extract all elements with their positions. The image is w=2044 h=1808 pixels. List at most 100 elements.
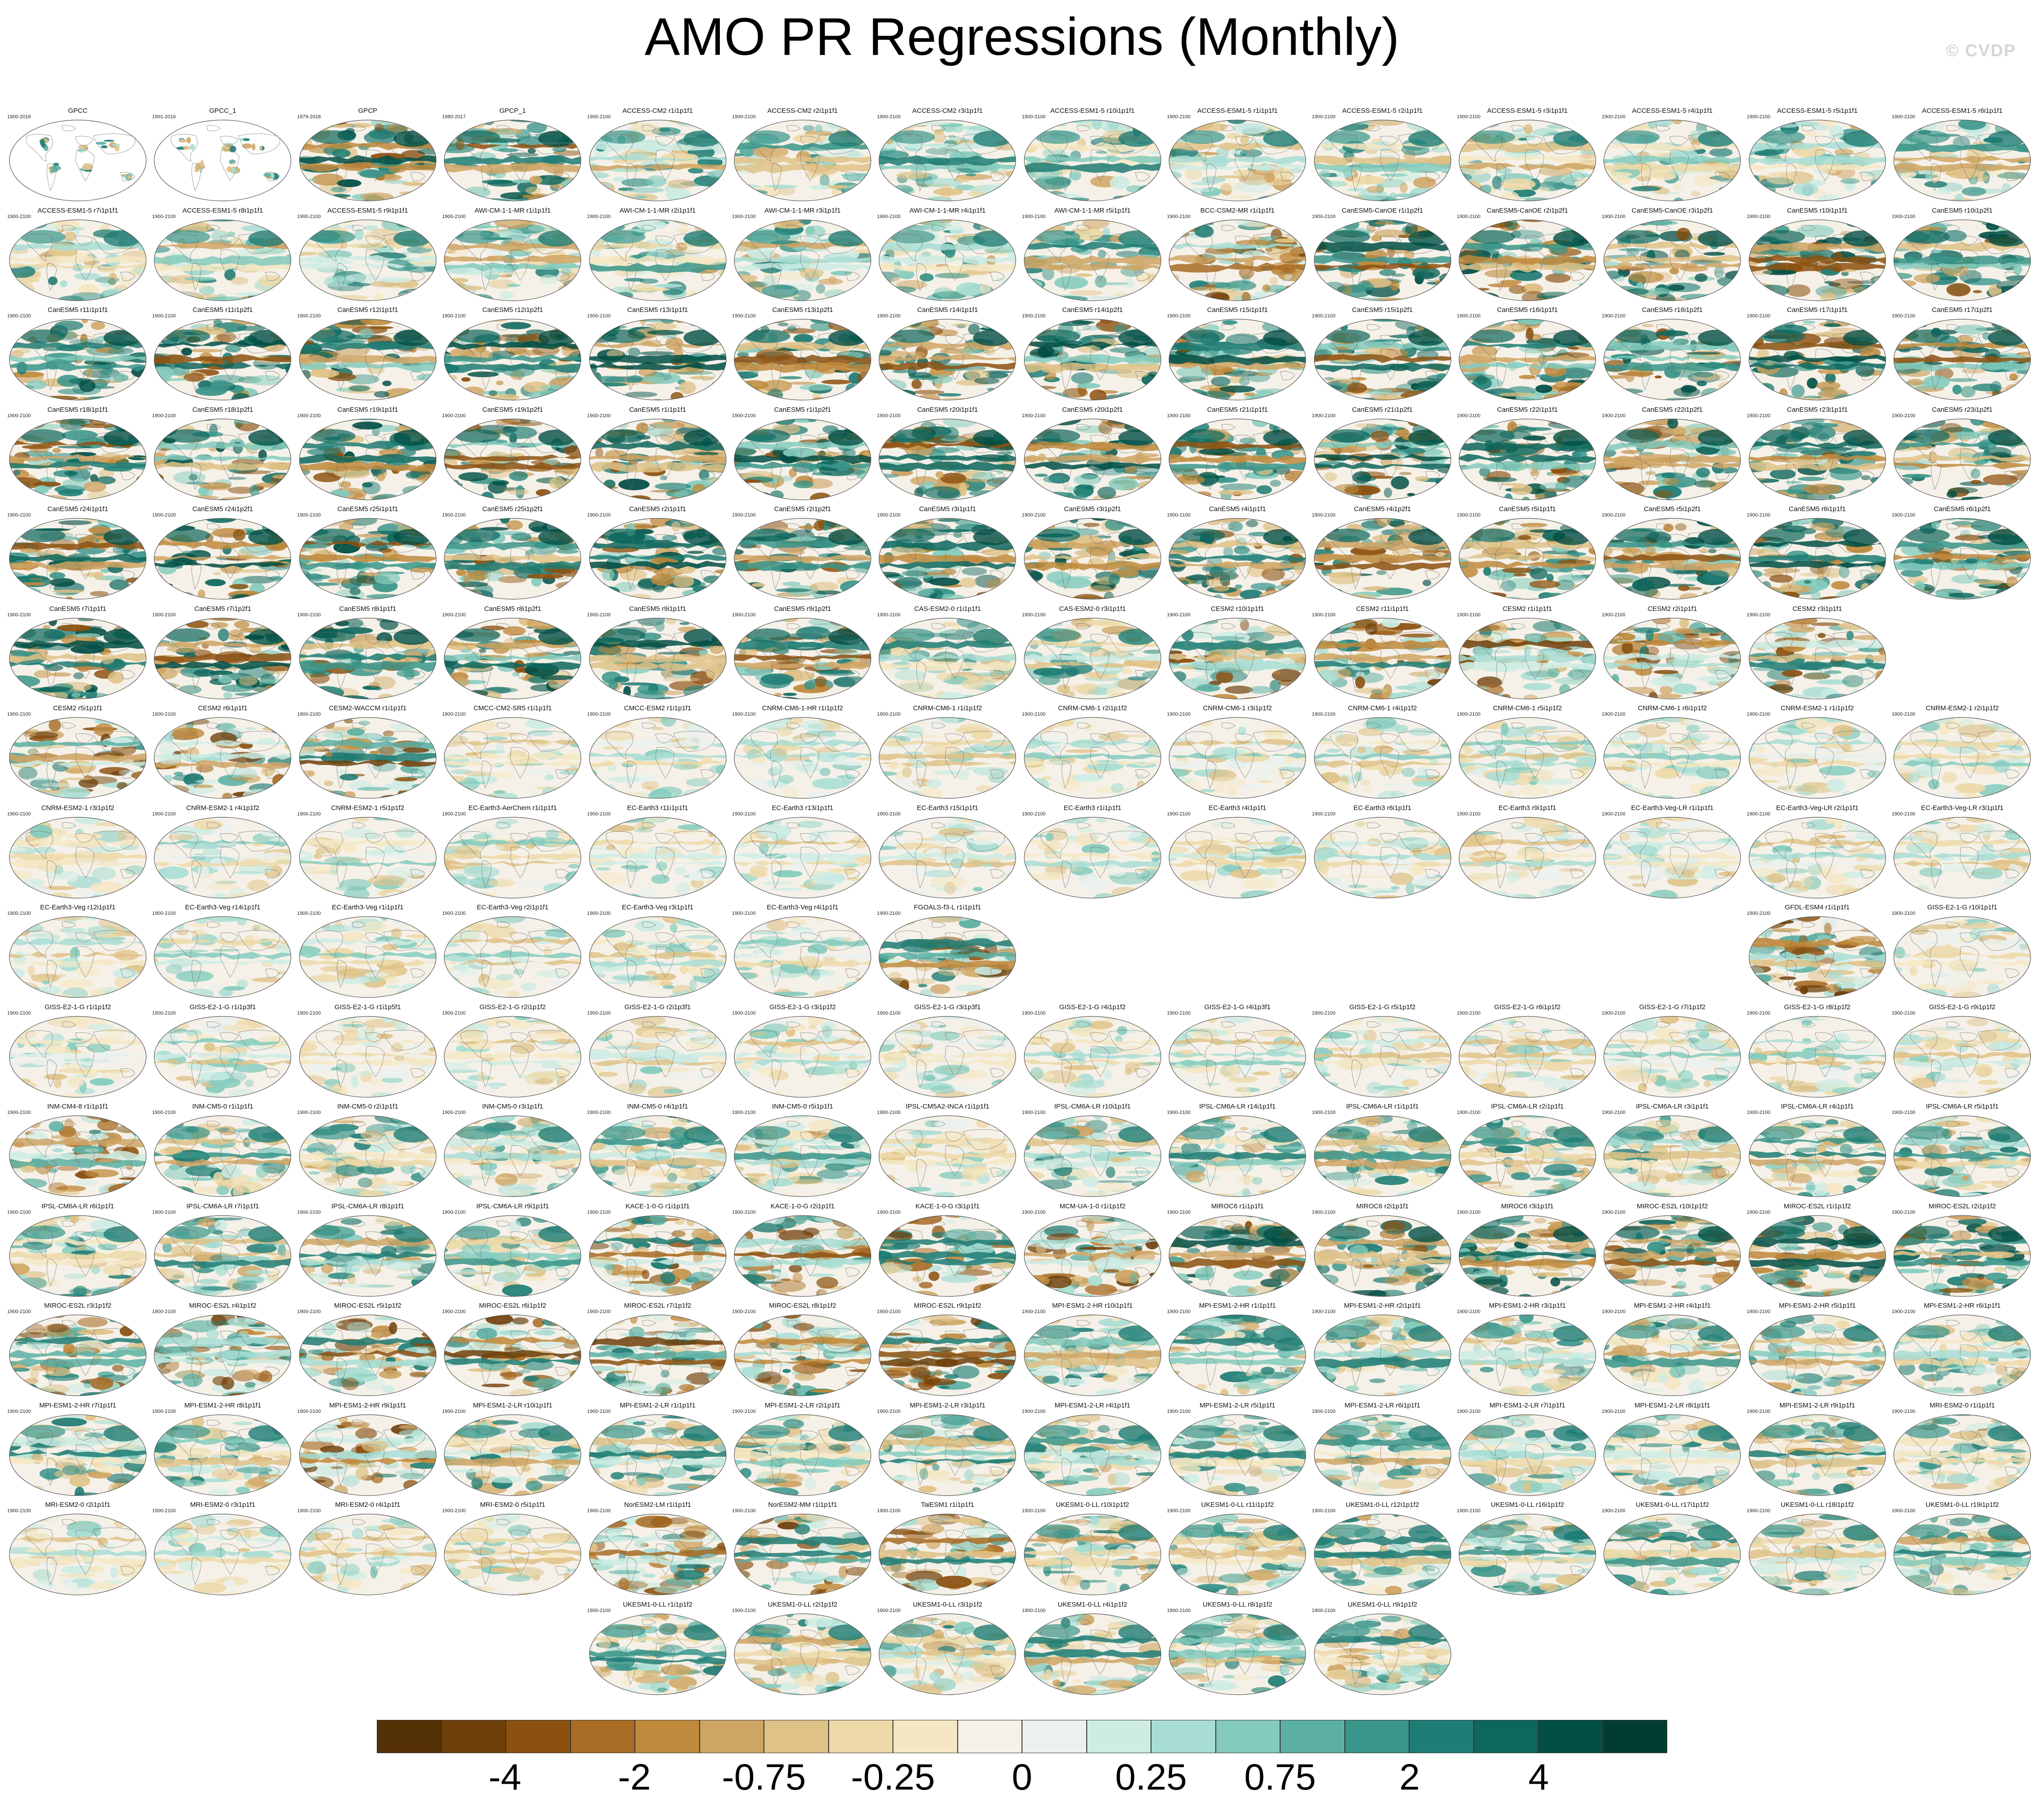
regression-map xyxy=(879,1015,1016,1098)
panel-title: ACCESS-ESM1-5 r4i1p1f1 xyxy=(1632,107,1713,115)
regression-map xyxy=(299,1414,437,1496)
colorbar-swatch xyxy=(1344,1720,1409,1753)
panel-title: CanESM5 r6i1p2f1 xyxy=(1933,505,1991,513)
panel-period: 1900-2100 xyxy=(1312,413,1336,419)
map-panel: MPI-ESM1-2-HR r7i1p1f1 1900-2100 xyxy=(5,1402,150,1498)
regression-map xyxy=(1024,219,1161,301)
map-panel: MPI-ESM1-2-HR r1i1p1f1 1900-2100 xyxy=(1165,1302,1310,1398)
panel-title: CESM2 r5i1p1f1 xyxy=(53,704,103,712)
regression-map xyxy=(299,816,437,899)
map-panel: IPSL-CM6A-LR r6i1p1f1 1900-2100 xyxy=(5,1202,150,1299)
regression-map xyxy=(1169,1215,1306,1297)
panel-title: MPI-ESM1-2-LR r10i1p1f1 xyxy=(473,1401,553,1409)
regression-map xyxy=(1603,1115,1741,1197)
map-panel: CanESM5 r12i1p1f1 1900-2100 xyxy=(295,306,440,402)
map-panel: UKESM1-0-LL r9i1p1f2 1900-2100 xyxy=(1310,1601,1455,1697)
panel-period: 1900-2100 xyxy=(1167,1209,1191,1215)
map-panel: CanESM5-CanOE r3i1p2f1 1900-2100 xyxy=(1600,207,1745,303)
regression-map xyxy=(879,1514,1016,1595)
regression-map xyxy=(154,1115,291,1197)
panel-period: 1900-2100 xyxy=(7,1010,31,1016)
regression-map xyxy=(1024,418,1161,500)
panel-title: MPI-ESM1-2-HR r6i1p1f1 xyxy=(1924,1302,2001,1309)
panel-title: CanESM5-CanOE r3i1p2f1 xyxy=(1631,206,1713,214)
panel-title: UKESM1-0-LL r12i1p1f2 xyxy=(1346,1501,1419,1509)
map-panel: CNRM-ESM2-1 r3i1p1f2 1900-2100 xyxy=(5,804,150,900)
panel-title: CanESM5-CanOE r2i1p2f1 xyxy=(1486,206,1568,214)
regression-map xyxy=(589,518,727,600)
panel-title: EC-Earth3-Veg r4i1p1f1 xyxy=(767,904,839,911)
panel-title: UKESM1-0-LL r3i1p1f2 xyxy=(913,1600,982,1608)
map-panel: CanESM5-CanOE r2i1p2f1 1900-2100 xyxy=(1455,207,1600,303)
panel-period: 1900-2100 xyxy=(297,1110,321,1115)
regression-map xyxy=(1169,319,1306,401)
panel-period: 1900-2100 xyxy=(877,1110,901,1115)
colorbar-swatch xyxy=(1086,1720,1151,1753)
panel-period: 1900-2100 xyxy=(1312,313,1336,319)
map-panel: CanESM5 r20i1p2f1 1900-2100 xyxy=(1020,406,1165,502)
map-panel: CanESM5 r13i1p2f1 1900-2100 xyxy=(730,306,875,402)
map-panel: MPI-ESM1-2-LR r2i1p1f1 1900-2100 xyxy=(730,1402,875,1498)
map-panel: EC-Earth3 r11i1p1f1 1900-2100 xyxy=(585,804,730,900)
regression-map xyxy=(9,717,147,799)
regression-map xyxy=(734,1613,871,1695)
regression-map xyxy=(1459,1514,1596,1595)
panel-period: 1900-2100 xyxy=(1746,214,1771,219)
regression-map xyxy=(1603,418,1741,500)
panel-period: 1900-2100 xyxy=(587,1408,611,1414)
panel-title: CMCC-CM2-SR5 r1i1p1f1 xyxy=(473,704,552,712)
regression-map xyxy=(444,717,581,799)
panel-title: CanESM5 r16i1p2f1 xyxy=(1642,306,1703,314)
map-panel: EC-Earth3 r13i1p1f1 1900-2100 xyxy=(730,804,875,900)
map-panel: CanESM5 r5i1p1f1 1900-2100 xyxy=(1455,505,1600,601)
panel-period: 1900-2100 xyxy=(1022,612,1046,618)
panel-title: CanESM5 r13i1p1f1 xyxy=(627,306,688,314)
colorbar-swatch xyxy=(957,1720,1022,1753)
map-panel: CNRM-CM6-1-HR r1i1p1f2 1900-2100 xyxy=(730,704,875,801)
map-panel: CanESM5 r25i1p2f1 1900-2100 xyxy=(440,505,585,601)
colorbar-swatch xyxy=(441,1720,506,1753)
panel-period: 1900-2100 xyxy=(877,1608,901,1613)
regression-map xyxy=(444,120,581,201)
regression-map xyxy=(1169,1514,1306,1595)
regression-map xyxy=(9,1314,147,1396)
panel-title: KACE-1-0-G r2i1p1f1 xyxy=(770,1202,835,1210)
panel-period: 1900-2100 xyxy=(587,1608,611,1613)
panel-title: CanESM5 r23i1p2f1 xyxy=(1932,405,1993,414)
panel-period: 1900-2100 xyxy=(297,612,321,618)
panel-title: UKESM1-0-LL r9i1p1f2 xyxy=(1348,1600,1417,1608)
map-panel: EC-Earth3-Veg r1i1p1f1 1900-2100 xyxy=(295,904,440,1000)
map-panel: AWI-CM-1-1-MR r3i1p1f1 1900-2100 xyxy=(730,207,875,303)
regression-map xyxy=(879,1314,1016,1396)
map-panel: MPI-ESM1-2-HR r2i1p1f1 1900-2100 xyxy=(1310,1302,1455,1398)
regression-map xyxy=(444,1314,581,1396)
panel-title: MIROC6 r2i1p1f1 xyxy=(1356,1202,1409,1210)
regression-map xyxy=(154,1514,291,1595)
regression-map xyxy=(589,816,727,899)
regression-map xyxy=(1893,319,2031,401)
panel-period: 1900-2100 xyxy=(1022,512,1046,518)
panel-title: GISS-E2-1-G r3i1p1f2 xyxy=(769,1003,836,1011)
map-panel: CanESM5 r15i1p2f1 1900-2100 xyxy=(1310,306,1455,402)
panel-period: 1900-2100 xyxy=(1457,1508,1481,1514)
panel-period: 1900-2100 xyxy=(1746,413,1771,419)
panel-period: 1900-2100 xyxy=(732,214,756,219)
panel-title: MIROC-ES2L r4i1p1f2 xyxy=(189,1302,257,1309)
panel-title: UKESM1-0-LL r1i1p1f2 xyxy=(623,1600,692,1608)
panel-period: 1900-2100 xyxy=(732,1010,756,1016)
panel-period: 1900-2100 xyxy=(1312,1508,1336,1514)
map-panel: CESM2 r6i1p1f1 1900-2100 xyxy=(150,704,295,801)
map-panel: CanESM5 r3i1p2f1 1900-2100 xyxy=(1020,505,1165,601)
regression-map xyxy=(879,717,1016,799)
regression-map xyxy=(1169,1613,1306,1695)
panel-period: 1900-2100 xyxy=(587,114,611,120)
map-panel: CanESM5 r5i1p2f1 1900-2100 xyxy=(1600,505,1745,601)
regression-map xyxy=(1169,816,1306,899)
panel-period: 1900-2100 xyxy=(152,1309,176,1314)
panel-period: 1900-2100 xyxy=(1457,1110,1481,1115)
regression-map xyxy=(9,418,147,500)
panel-period: 1900-2100 xyxy=(7,911,31,916)
panel-period: 1900-2100 xyxy=(297,1408,321,1414)
panel-period: 1900-2100 xyxy=(1892,911,1915,916)
panel-title: AWI-CM-1-1-MR r5i1p1f1 xyxy=(1054,206,1131,214)
